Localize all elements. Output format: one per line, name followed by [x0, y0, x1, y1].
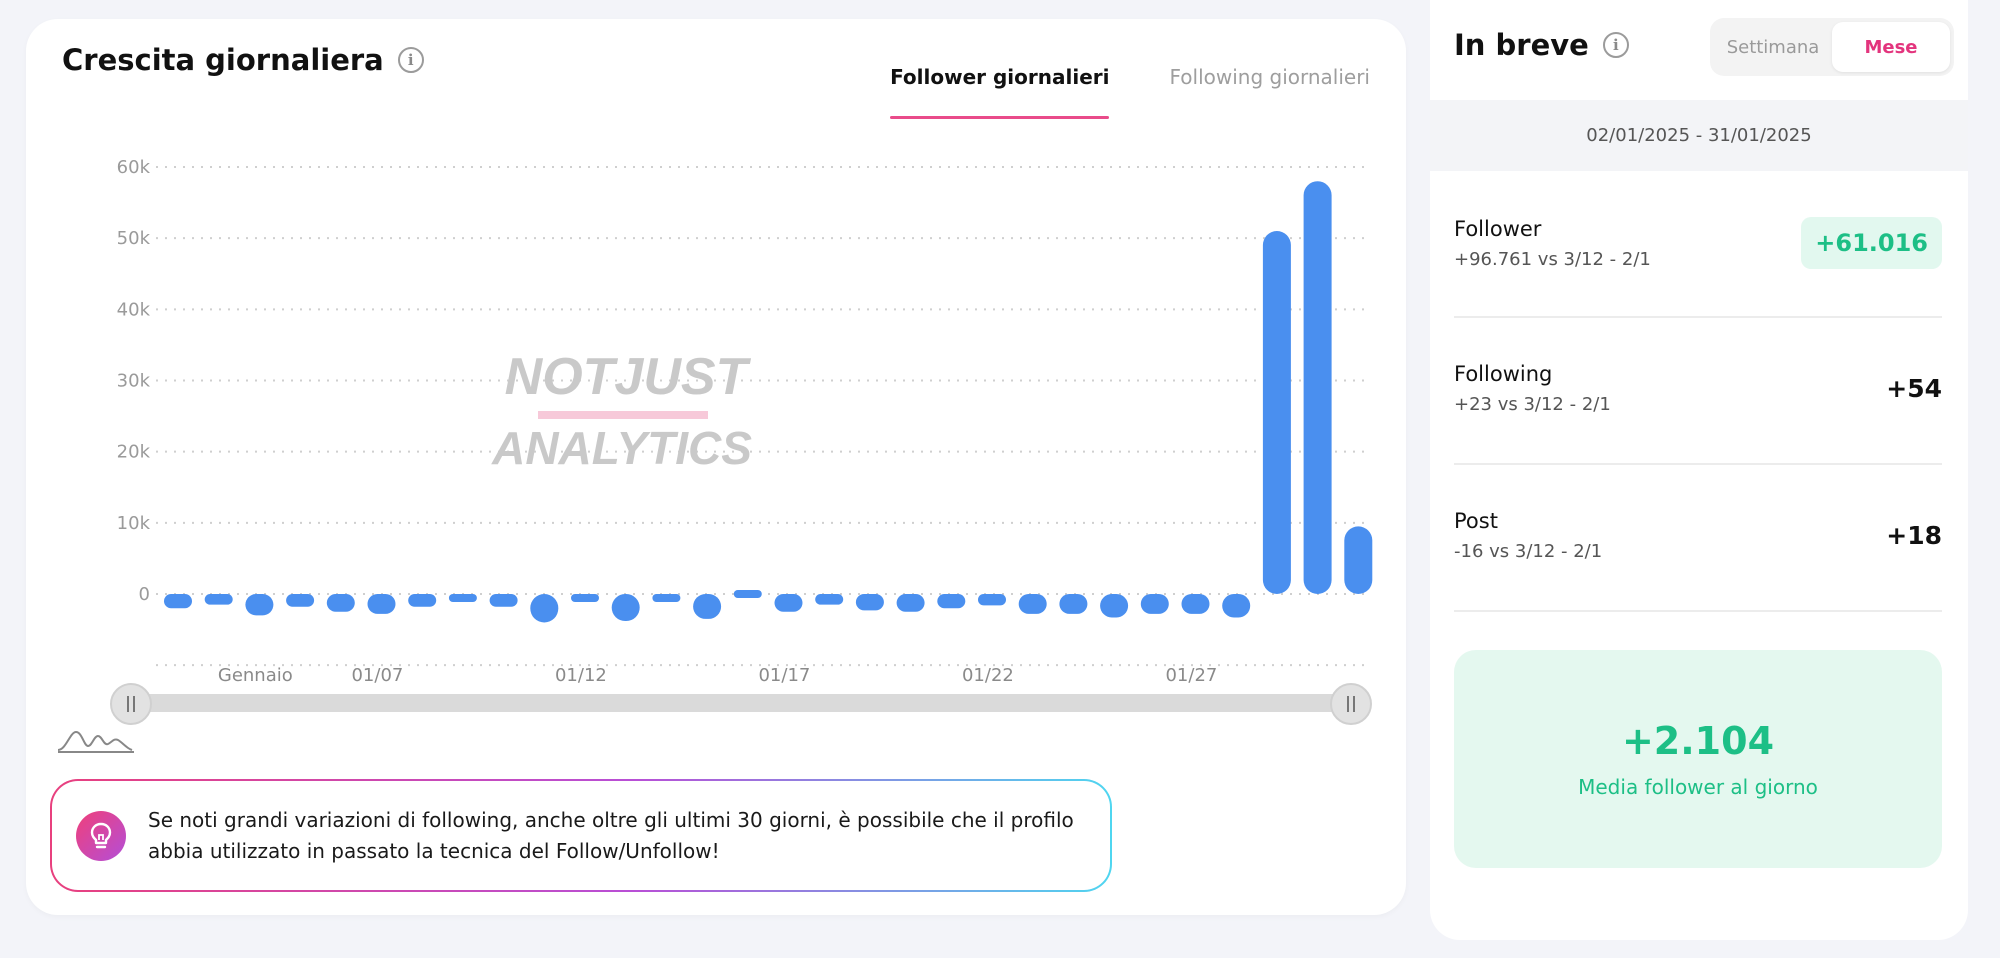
bar[interactable]: [652, 594, 681, 602]
watermark-underline: [538, 411, 708, 419]
bar[interactable]: [489, 594, 518, 607]
growth-tabs: Follower giornalieri Following giornalie…: [890, 43, 1370, 119]
mini-wave-icon: [57, 730, 134, 753]
bar[interactable]: [693, 594, 722, 619]
bar[interactable]: [448, 594, 477, 602]
range-slider-start-handle[interactable]: [110, 683, 152, 725]
bar[interactable]: [1344, 526, 1373, 594]
bar[interactable]: [245, 594, 274, 616]
bar[interactable]: [571, 594, 599, 602]
bar[interactable]: [1100, 594, 1129, 618]
bar[interactable]: [1303, 181, 1332, 594]
stat-label: Follower: [1454, 217, 1542, 241]
bar[interactable]: [1181, 594, 1210, 614]
y-tick-label: 10k: [117, 513, 151, 534]
average-followers-label: Media follower al giorno: [1578, 775, 1818, 799]
daily-growth-card: Crescita giornaliera i Follower giornali…: [26, 19, 1406, 915]
y-tick-label: 30k: [117, 371, 151, 392]
bar[interactable]: [733, 590, 762, 598]
bar[interactable]: [164, 594, 192, 609]
period-toggle: Settimana Mese: [1710, 18, 1954, 76]
bar[interactable]: [408, 594, 437, 607]
stat-comparison: -16 vs 3/12 - 2/1: [1454, 541, 1603, 562]
bar[interactable]: [978, 594, 1006, 606]
stat-value: +54: [1886, 374, 1942, 403]
bar[interactable]: [815, 594, 844, 605]
range-slider-end-handle[interactable]: [1330, 683, 1372, 725]
bar[interactable]: [326, 594, 355, 612]
period-week-button[interactable]: Settimana: [1726, 36, 1820, 58]
x-tick-label: 01/27: [1165, 665, 1217, 686]
y-tick-label: 40k: [117, 299, 151, 320]
x-tick-label: 01/17: [758, 665, 810, 686]
daily-growth-chart: 60k 50k 40k 30k 20k 10k 0 Gennaio 01/07 01/12 01/…: [117, 157, 1373, 686]
bar[interactable]: [896, 594, 925, 612]
daily-growth-header: Crescita giornaliera i: [62, 43, 424, 77]
tip-text: Se noti grandi variazioni di following, …: [148, 807, 1074, 863]
x-tick-label: 01/07: [351, 665, 403, 686]
x-tick-label: Gennaio: [218, 665, 293, 686]
bar[interactable]: [1262, 231, 1291, 595]
lightbulb-icon: [76, 810, 126, 861]
y-tick-label: 60k: [117, 157, 151, 178]
bar[interactable]: [286, 594, 315, 607]
stat-label: Post: [1454, 509, 1498, 533]
bar[interactable]: [774, 594, 803, 612]
y-tick-label: 20k: [117, 442, 151, 463]
summary-card: In breve i Settimana Mese 02/01/2025 - 3…: [1430, 0, 1968, 940]
bar[interactable]: [1140, 594, 1169, 614]
stat-row-following: Following +23 vs 3/12 - 2/1 +54: [1454, 318, 1942, 465]
average-followers-value: +2.104: [1621, 719, 1775, 763]
bar[interactable]: [1059, 594, 1088, 614]
date-range: 02/01/2025 - 31/01/2025: [1430, 100, 1968, 171]
watermark-line-1: NOTJUST: [505, 348, 752, 406]
bar[interactable]: [367, 594, 396, 614]
stat-comparison: +96.761 vs 3/12 - 2/1: [1454, 249, 1651, 270]
bar[interactable]: [611, 594, 640, 622]
info-icon[interactable]: i: [397, 47, 424, 73]
bar[interactable]: [937, 594, 966, 609]
stat-value: +18: [1886, 521, 1942, 550]
x-tick-label: 01/22: [962, 665, 1014, 686]
bar[interactable]: [855, 594, 884, 611]
follow-unfollow-tip: Se noti grandi variazioni di following, …: [50, 779, 1112, 892]
daily-growth-title: Crescita giornaliera: [62, 43, 384, 77]
info-icon[interactable]: i: [1602, 32, 1629, 58]
average-followers-box: +2.104 Media follower al giorno: [1454, 650, 1942, 868]
stat-value-badge: +61.016: [1801, 217, 1942, 269]
bar[interactable]: [530, 594, 559, 623]
watermark-logo: NOTJUST ANALYTICS: [491, 348, 752, 474]
summary-header: In breve i: [1454, 28, 1629, 62]
summary-title: In breve: [1454, 28, 1589, 62]
bar[interactable]: [1018, 594, 1047, 614]
range-slider-track[interactable]: [130, 694, 1350, 712]
y-tick-label: 50k: [117, 228, 151, 249]
stat-label: Following: [1454, 362, 1553, 386]
bar[interactable]: [1222, 594, 1251, 618]
stat-row-post: Post -16 vs 3/12 - 2/1 +18: [1454, 465, 1942, 612]
bar[interactable]: [204, 594, 233, 605]
watermark-line-2: ANALYTICS: [491, 422, 752, 474]
stat-row-follower: Follower +96.761 vs 3/12 - 2/1 +61.016: [1454, 171, 1942, 318]
stat-comparison: +23 vs 3/12 - 2/1: [1454, 394, 1611, 415]
x-tick-label: 01/12: [555, 665, 607, 686]
period-month-button[interactable]: Mese: [1832, 22, 1950, 72]
tab-daily-following[interactable]: Following giornalieri: [1169, 65, 1370, 89]
y-tick-label: 0: [139, 584, 150, 605]
tab-daily-followers[interactable]: Follower giornalieri: [890, 43, 1110, 119]
